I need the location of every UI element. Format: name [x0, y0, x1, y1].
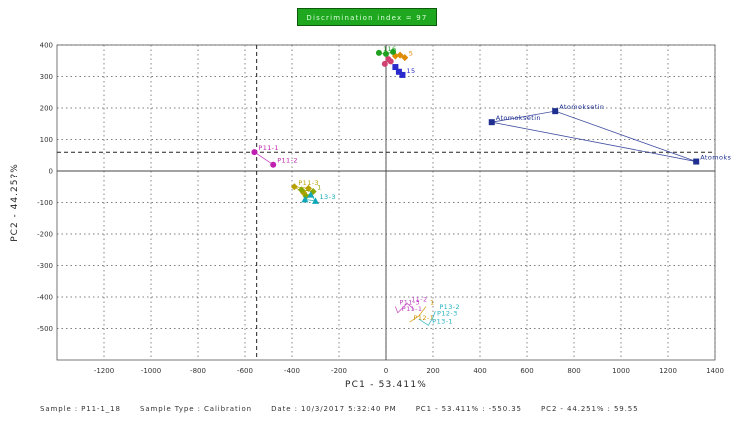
point-label: 1: [430, 298, 435, 306]
y-tick-label: -300: [37, 262, 53, 270]
x-tick-label: 0: [384, 367, 388, 375]
x-tick-label: -400: [284, 367, 300, 375]
x-tick-label: -1000: [141, 367, 161, 375]
data-point: [301, 195, 309, 203]
data-point: [381, 60, 388, 67]
x-tick-label: -600: [237, 367, 253, 375]
data-point: [392, 64, 399, 71]
status-sample-type: Sample Type : Calibration: [140, 405, 252, 413]
point-label: P13-2: [439, 303, 460, 311]
point-label: P11-3: [399, 298, 420, 306]
y-tick-label: -500: [37, 325, 53, 333]
point-label: P12-3: [437, 309, 458, 317]
point-label: Atomoksetin: [559, 103, 604, 111]
point-label: P11-1: [402, 305, 423, 313]
series-outline: [395, 302, 415, 314]
series-outline: [254, 151, 274, 166]
status-bar: Sample : P11-1_18 Sample Type : Calibrat…: [40, 405, 654, 413]
data-point: [307, 191, 315, 198]
discrimination-index-badge: Discrimination index = 97: [297, 8, 437, 26]
series-outline: [409, 306, 427, 323]
point-label: 1: [317, 183, 322, 191]
point-label: 116: [383, 45, 397, 53]
x-tick-label: 800: [567, 367, 580, 375]
data-point: [383, 50, 389, 57]
y-tick-label: 0: [49, 168, 53, 176]
data-point: [552, 108, 559, 115]
x-tick-label: 1000: [612, 367, 630, 375]
data-point: [290, 183, 298, 191]
x-tick-label: 600: [520, 367, 533, 375]
data-point: [396, 51, 404, 59]
y-tick-label: 100: [40, 136, 53, 144]
y-tick-label: -400: [37, 294, 53, 302]
data-point: [387, 58, 394, 65]
point-label: Atomoks: [700, 154, 731, 162]
point-label: P11-1: [258, 144, 279, 152]
status-pc1: PC1 - 53.411% : -550.35: [415, 405, 522, 413]
status-date: Date : 10/3/2017 5:32:40 PM: [271, 405, 397, 413]
data-point: [390, 48, 397, 55]
y-axis-label: PC2 - 44.25?%: [10, 163, 20, 242]
data-point: [375, 49, 382, 56]
data-point: [297, 186, 305, 194]
data-point: [693, 158, 700, 165]
data-point: [399, 71, 406, 78]
point-label: 5: [409, 50, 414, 58]
y-tick-label: 400: [40, 42, 53, 50]
status-sample: Sample : P11-1_18: [40, 405, 121, 413]
point-label: 13-3: [320, 193, 336, 201]
point-label: P13-1: [432, 317, 453, 325]
y-tick-label: 300: [40, 73, 53, 81]
data-point: [312, 197, 319, 204]
x-tick-label: 200: [426, 367, 439, 375]
data-point: [488, 119, 495, 126]
series-outline: [418, 311, 436, 326]
x-tick-label: 1200: [659, 367, 677, 375]
status-pc2: PC2 - 44.251% : 59.55: [541, 405, 639, 413]
pca-scatter-chart: -1200 -1000 -800 -600 -400 -200 0 200 400 600 800 1…: [10, 42, 731, 391]
point-label: P12-1: [414, 314, 435, 322]
x-tick-label: 400: [473, 367, 486, 375]
y-tick-label: -100: [37, 199, 53, 207]
point-label: 15: [406, 67, 415, 75]
y-tick-label: -200: [37, 231, 53, 239]
data-point: [270, 161, 277, 168]
point-label: 11-2: [411, 295, 427, 303]
point-label: Atomoksetin: [496, 114, 541, 122]
data-point: [401, 54, 409, 62]
data-point: [304, 184, 312, 192]
x-tick-label: 1400: [706, 367, 724, 375]
point-label: P11-3: [298, 179, 319, 187]
point-label: P11-2: [277, 157, 298, 165]
y-tick-label: 200: [40, 105, 53, 113]
x-tick-label: -200: [331, 367, 347, 375]
x-tick-label: -1200: [94, 367, 114, 375]
x-axis-label: PC1 - 53.411%: [345, 380, 427, 390]
data-point: [395, 68, 402, 75]
series-outline: [491, 110, 697, 162]
data-point: [251, 149, 258, 156]
x-tick-label: -800: [190, 367, 206, 375]
